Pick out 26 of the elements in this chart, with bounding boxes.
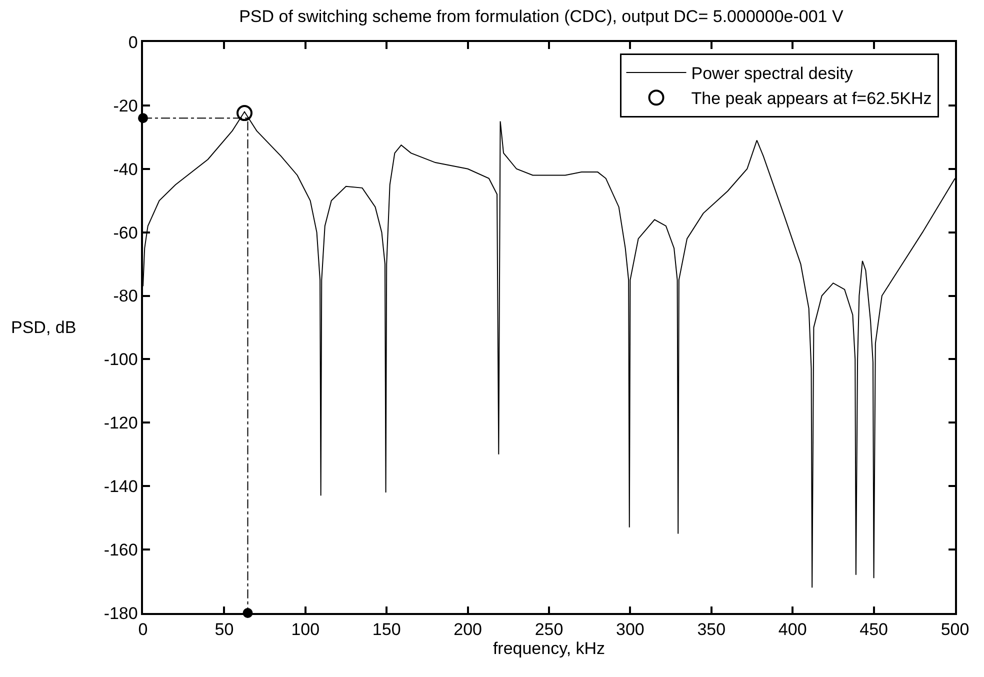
point — [236, 105, 252, 122]
y-tick-label: 0 — [128, 32, 138, 52]
x-axis-title: frequency, kHz — [492, 639, 606, 658]
y-tick-label: -180 — [104, 604, 138, 623]
y-tick-label: -140 — [104, 477, 138, 496]
x-tick-label: 350 — [697, 620, 726, 640]
legend-label: The peak appears at f=62.5KHz — [691, 89, 932, 108]
y-tick-label: -60 — [113, 223, 138, 242]
y-tick-label: -20 — [113, 96, 138, 116]
x-tick-label: 400 — [778, 620, 807, 640]
y-tick-label: -40 — [113, 160, 138, 179]
chart-title: PSD of switching scheme from formulation (CDC), output DC= 5.000000e-001 V — [239, 7, 844, 26]
legend-label: Power spectral desity — [691, 64, 854, 84]
y-tick-label: -100 — [104, 350, 138, 370]
x-tick-label: 150 — [372, 620, 401, 640]
y-tick-label: -120 — [104, 414, 138, 433]
x-tick-label: 300 — [616, 620, 644, 640]
x-tick-label: 50 — [214, 620, 234, 640]
x-tick-label: 450 — [860, 620, 888, 640]
x-tick-label: 100 — [291, 620, 320, 640]
y-tick-label: -160 — [104, 540, 138, 560]
x-tick-label: 500 — [940, 620, 970, 640]
x-tick-label: 250 — [534, 620, 564, 640]
x-tick-label: 200 — [454, 620, 482, 640]
y-tick-label: -80 — [113, 286, 138, 306]
y-axis-title: PSD, dB — [11, 318, 76, 337]
